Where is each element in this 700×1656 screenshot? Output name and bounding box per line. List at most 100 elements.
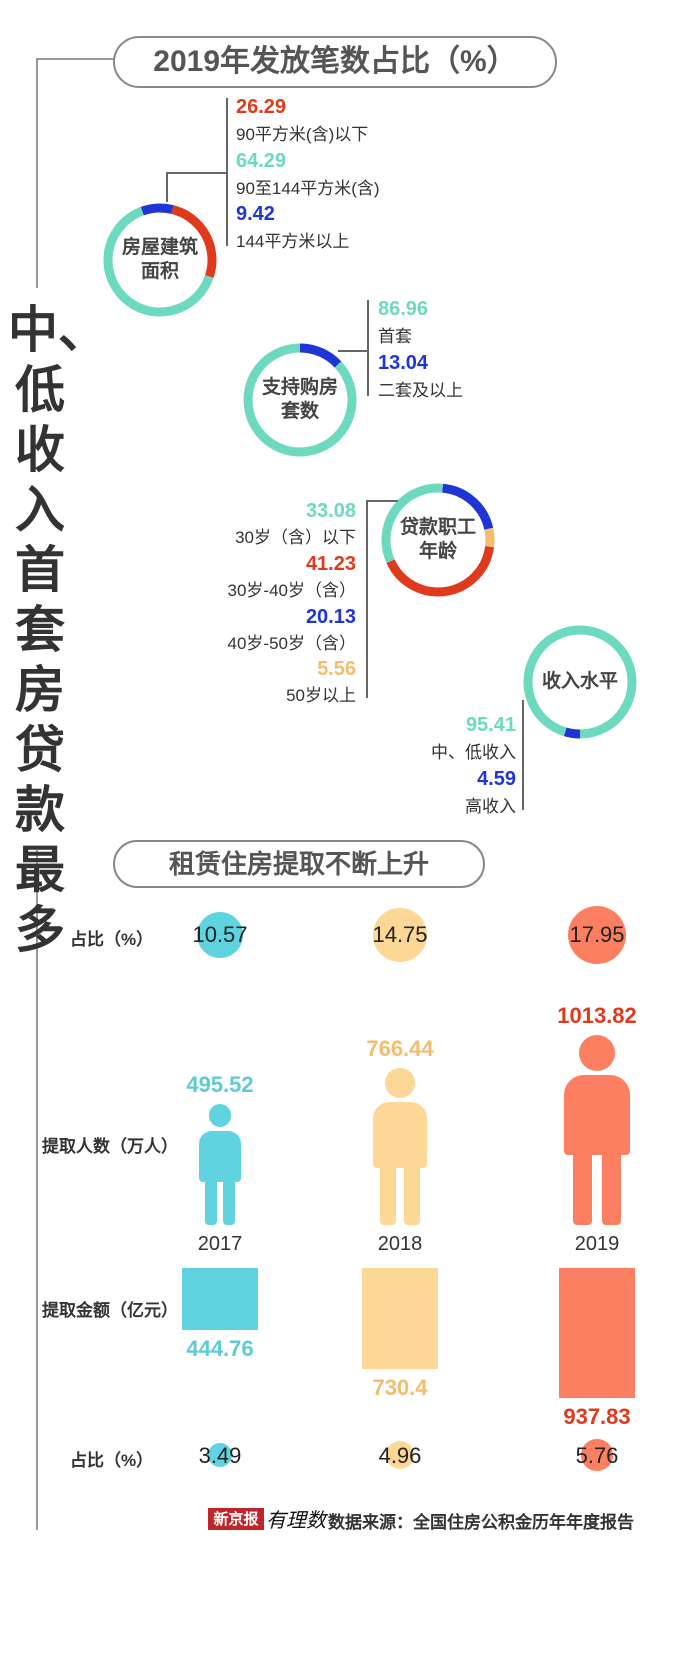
bracket-2 xyxy=(367,300,369,396)
share-top-value: 14.75 xyxy=(372,922,428,947)
donut-slice xyxy=(381,483,443,564)
connector-1a xyxy=(166,172,168,202)
person-leg-right xyxy=(404,1161,420,1225)
age-value-2: 41.23 xyxy=(305,553,356,575)
age-label-3: 40岁-50岁（含） xyxy=(227,634,356,653)
person-head xyxy=(385,1067,415,1098)
donut-age-label: 贷款职工年龄 xyxy=(399,517,476,562)
area-label-1: 90平方米(含)以下 xyxy=(236,125,369,144)
amount-value: 730.4 xyxy=(372,1375,428,1401)
person-leg-left xyxy=(204,1176,217,1225)
amount-value: 937.83 xyxy=(563,1404,631,1429)
donut-slice xyxy=(523,625,637,739)
share-bottom-dot xyxy=(385,1440,415,1470)
connector-1b xyxy=(166,172,228,174)
bracket-4 xyxy=(522,700,524,810)
income-label-2: 高收入 xyxy=(465,797,516,816)
bracket-1 xyxy=(226,98,228,246)
donut-slice xyxy=(140,203,174,216)
left-guide-line-top xyxy=(36,58,116,60)
housing-value-2: 13.04 xyxy=(378,352,429,374)
row-label-share-top: 占比（%） xyxy=(70,930,154,949)
row-label-share-bottom: 占比（%） xyxy=(70,1451,154,1470)
vertical-title: 中、低收入首套房贷款最多 xyxy=(8,301,108,959)
donut-slice xyxy=(441,483,494,530)
person-leg-right xyxy=(602,1147,621,1225)
donut-income-label: 收入水平 xyxy=(541,671,618,692)
person-head xyxy=(208,1104,232,1127)
share-top-dot xyxy=(196,911,244,959)
row-label-people: 提取人数（万人） xyxy=(42,1137,178,1156)
person-torso xyxy=(198,1131,242,1182)
year-label: 2018 xyxy=(377,1233,423,1255)
section2-title-text: 租赁住房提取不断上升 xyxy=(168,849,429,879)
donut-slice xyxy=(243,343,357,457)
left-guide-line-bottom xyxy=(36,850,38,1530)
share-bottom-value: 5.76 xyxy=(575,1443,619,1468)
donut-area xyxy=(103,203,217,317)
age-value-1: 33.08 xyxy=(305,500,356,522)
donut-slice xyxy=(171,205,217,278)
logo-mark: 有理数 xyxy=(266,1508,326,1532)
share-top-dot xyxy=(567,905,627,965)
amount-value: 444.76 xyxy=(186,1335,254,1361)
share-top-value: 17.95 xyxy=(569,922,625,947)
row-label-amount: 提取金额（亿元） xyxy=(42,1301,178,1320)
person-leg-left xyxy=(573,1147,592,1225)
income-value-1: 95.41 xyxy=(465,714,516,736)
year-label: 2019 xyxy=(574,1233,620,1255)
left-guide-line xyxy=(36,58,38,288)
donut-area-label: 房屋建筑面积 xyxy=(121,237,198,282)
amount-bar xyxy=(362,1268,438,1370)
donut-slice xyxy=(484,527,495,548)
connector-3a xyxy=(366,500,398,502)
connector-2a xyxy=(338,350,368,352)
housing-label-1: 首套 xyxy=(378,327,412,346)
age-value-4: 5.56 xyxy=(317,658,356,680)
brand-logo-text: 新京报 xyxy=(213,1510,259,1528)
income-value-2: 4.59 xyxy=(477,768,516,790)
donut-slice xyxy=(386,546,495,597)
people-value: 766.44 xyxy=(366,1035,434,1061)
housing-label-2: 二套及以上 xyxy=(378,381,463,400)
area-label-2: 90至144平方米(含) xyxy=(236,179,380,198)
person-head xyxy=(578,1035,616,1072)
area-value-3: 9.42 xyxy=(236,203,275,225)
section1-title: 2019年发放笔数占比（%） xyxy=(113,36,557,88)
person-torso xyxy=(563,1075,631,1155)
donut-slice xyxy=(103,206,214,317)
age-label-2: 30岁-40岁（含） xyxy=(227,581,356,600)
amount-bar xyxy=(559,1268,635,1398)
brand-logo: 新京报 xyxy=(208,1508,264,1530)
person-leg-right xyxy=(223,1176,236,1225)
share-bottom-value: 3.49 xyxy=(198,1443,242,1468)
age-value-3: 20.13 xyxy=(305,606,356,628)
people-value: 1013.82 xyxy=(557,1003,637,1028)
donut-housing xyxy=(243,343,357,457)
person-leg-left xyxy=(380,1161,396,1225)
area-value-2: 64.29 xyxy=(236,150,287,172)
person-torso xyxy=(372,1101,428,1168)
age-label-4: 50岁以上 xyxy=(286,686,356,705)
share-top-dot xyxy=(373,908,427,962)
donut-age xyxy=(381,483,495,597)
age-label-1: 30岁（含）以下 xyxy=(235,528,356,547)
donut-housing-label: 支持购房套数 xyxy=(261,377,338,422)
bracket-3 xyxy=(366,500,368,698)
donut-slice xyxy=(299,343,342,368)
amount-bar xyxy=(182,1268,258,1330)
income-label-1: 中、低收入 xyxy=(431,743,516,762)
data-source: 数据来源：全国住房公积金历年年度报告 xyxy=(328,1513,634,1532)
people-value: 495.52 xyxy=(186,1072,254,1098)
share-bottom-value: 4.96 xyxy=(378,1443,422,1468)
section2-title: 租赁住房提取不断上升 xyxy=(113,840,485,888)
housing-value-1: 86.96 xyxy=(378,298,429,320)
area-value-1: 26.29 xyxy=(236,96,287,118)
area-label-3: 144平方米以上 xyxy=(236,232,350,251)
share-bottom-dot xyxy=(581,1439,613,1471)
share-top-value: 10.57 xyxy=(192,922,248,947)
share-bottom-dot xyxy=(207,1442,233,1468)
section1-title-text: 2019年发放笔数占比（%） xyxy=(153,45,517,78)
donut-slice xyxy=(563,727,581,739)
year-label: 2017 xyxy=(197,1233,243,1255)
